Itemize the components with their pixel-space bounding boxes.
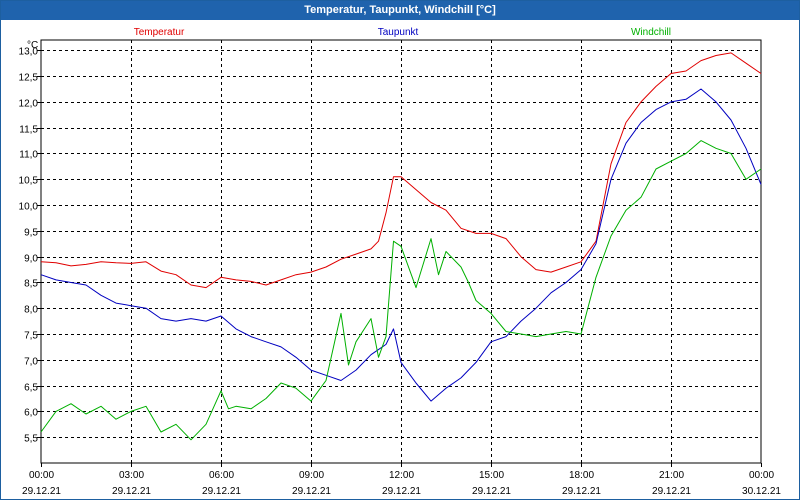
legend-item-temperatur: Temperatur xyxy=(134,27,185,38)
series-line-temperatur xyxy=(40,52,762,289)
y-tick-label: 7,5 xyxy=(24,331,38,342)
y-tick-label: 9,5 xyxy=(24,228,38,239)
y-tick-label: 10,0 xyxy=(19,202,39,213)
x-tick-time-label: 00:00 xyxy=(29,470,54,481)
x-tick-time-label: 09:00 xyxy=(299,470,324,481)
y-tick-label: 8,5 xyxy=(24,279,38,290)
window-title: Temperatur, Taupunkt, Windchill [°C] xyxy=(1,1,799,20)
y-axis-unit: °C xyxy=(27,40,38,51)
x-tick-time-label: 12:00 xyxy=(389,470,414,481)
y-tick-label: 11,5 xyxy=(19,125,38,136)
x-tick-date-label: 29.12.21 xyxy=(22,486,61,497)
y-tick-label: 12,5 xyxy=(19,73,39,84)
x-tick-date-label: 29.12.21 xyxy=(382,486,421,497)
x-tick-date-label: 29.12.21 xyxy=(292,486,331,497)
y-tick-label: 11,0 xyxy=(19,150,38,161)
x-tick-time-label: 00:00 xyxy=(749,470,774,481)
x-tick-date-label: 29.12.21 xyxy=(112,486,151,497)
x-tick-time-label: 18:00 xyxy=(569,470,594,481)
y-tick-label: 9,0 xyxy=(24,254,38,265)
x-tick-time-label: 03:00 xyxy=(119,470,144,481)
series-line-taupunkt xyxy=(40,88,762,402)
y-tick-label: 6,0 xyxy=(24,408,38,419)
legend-item-taupunkt: Taupunkt xyxy=(378,27,419,38)
legend-item-windchill: Windchill xyxy=(631,27,671,38)
y-tick-label: 6,5 xyxy=(24,383,38,394)
x-tick-date-label: 29.12.21 xyxy=(472,486,511,497)
y-tick-label: 7,0 xyxy=(24,357,38,368)
x-tick-date-label: 30.12.21 xyxy=(742,486,781,497)
y-tick-label: 10,5 xyxy=(19,176,39,187)
x-tick-date-label: 29.12.21 xyxy=(202,486,241,497)
y-tick-label: 5,5 xyxy=(24,434,38,445)
x-tick-date-label: 29.12.21 xyxy=(652,486,691,497)
y-tick-label: 13,0 xyxy=(19,47,39,58)
series-line-windchill xyxy=(40,140,762,441)
x-tick-time-label: 15:00 xyxy=(479,470,504,481)
y-tick-label: 8,0 xyxy=(24,305,38,316)
x-tick-date-label: 29.12.21 xyxy=(562,486,601,497)
x-tick-time-label: 06:00 xyxy=(209,470,234,481)
y-tick-label: 12,0 xyxy=(19,99,39,110)
x-tick-time-label: 21:00 xyxy=(659,470,684,481)
